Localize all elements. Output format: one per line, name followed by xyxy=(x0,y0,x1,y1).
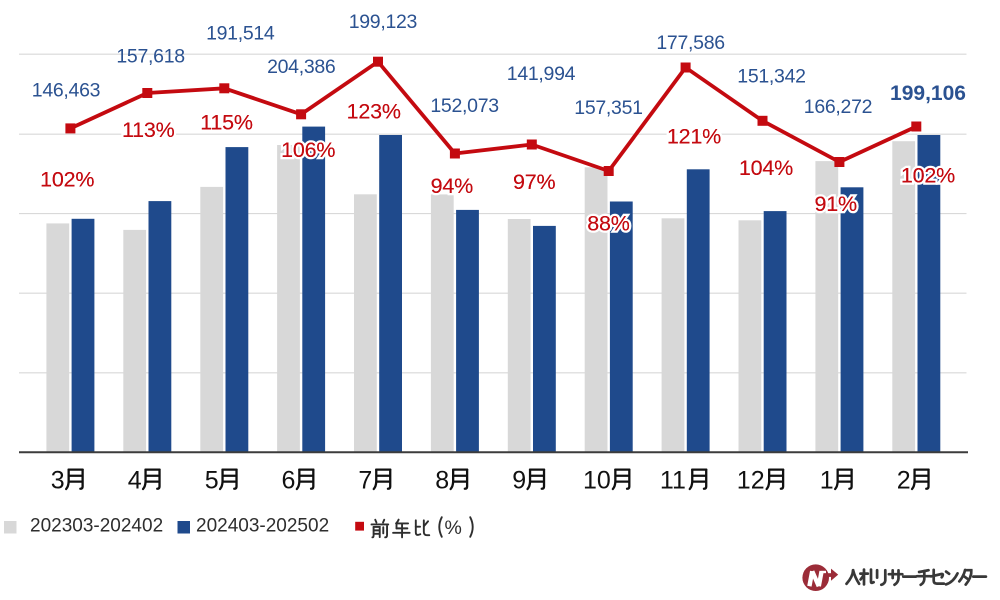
svg-text:166,272: 166,272 xyxy=(804,96,872,118)
svg-text:157,351: 157,351 xyxy=(574,97,642,119)
svg-text:3: 3 xyxy=(51,467,65,495)
svg-text:113%: 113% xyxy=(122,118,175,142)
svg-text:6: 6 xyxy=(282,467,296,495)
svg-text:8: 8 xyxy=(435,467,449,495)
svg-text:102%: 102% xyxy=(40,168,94,192)
svg-text:113%: 113% xyxy=(122,118,175,142)
svg-text:1: 1 xyxy=(820,467,834,495)
svg-text:102%: 102% xyxy=(901,163,955,187)
svg-text:94%: 94% xyxy=(431,174,474,198)
svg-text:152,073: 152,073 xyxy=(430,95,498,117)
svg-text:115%: 115% xyxy=(200,110,253,134)
svg-text:106%: 106% xyxy=(281,138,335,162)
svg-text:88%: 88% xyxy=(587,211,630,235)
svg-text:199,106: 199,106 xyxy=(890,82,966,105)
svg-text:191,514: 191,514 xyxy=(206,23,275,45)
svg-text:199,123: 199,123 xyxy=(349,11,417,33)
svg-text:106%: 106% xyxy=(281,138,335,162)
svg-text:12: 12 xyxy=(737,467,765,495)
svg-text:104%: 104% xyxy=(739,156,793,180)
svg-text:102%: 102% xyxy=(40,168,94,192)
svg-text:202303-202402: 202303-202402 xyxy=(30,516,163,537)
svg-text:11: 11 xyxy=(660,467,686,495)
svg-text:121%: 121% xyxy=(667,125,721,149)
svg-text:4: 4 xyxy=(128,467,142,495)
svg-text:121%: 121% xyxy=(667,125,721,149)
svg-text:2: 2 xyxy=(897,467,911,495)
svg-text:97%: 97% xyxy=(513,170,556,194)
svg-text:202403-202502: 202403-202502 xyxy=(196,516,329,537)
svg-text:7: 7 xyxy=(358,467,372,495)
svg-text:123%: 123% xyxy=(347,100,401,124)
svg-text:88%: 88% xyxy=(587,211,630,235)
svg-text:94%: 94% xyxy=(431,174,474,198)
svg-text:91%: 91% xyxy=(814,192,857,216)
svg-text:%: % xyxy=(445,517,462,539)
svg-text:9: 9 xyxy=(512,467,526,495)
svg-text:123%: 123% xyxy=(347,100,401,124)
svg-text:204,386: 204,386 xyxy=(267,56,335,78)
svg-text:5: 5 xyxy=(205,467,219,495)
svg-text:151,342: 151,342 xyxy=(737,66,805,88)
svg-text:104%: 104% xyxy=(739,156,793,180)
svg-text:146,463: 146,463 xyxy=(32,80,100,102)
svg-text:102%: 102% xyxy=(901,163,955,187)
svg-text:91%: 91% xyxy=(814,192,857,216)
svg-text:97%: 97% xyxy=(513,170,556,194)
svg-text:141,994: 141,994 xyxy=(507,63,576,85)
svg-text:157,618: 157,618 xyxy=(116,46,184,68)
svg-text:115%: 115% xyxy=(200,110,253,134)
svg-text:10: 10 xyxy=(583,467,611,495)
svg-text:177,586: 177,586 xyxy=(656,32,724,54)
